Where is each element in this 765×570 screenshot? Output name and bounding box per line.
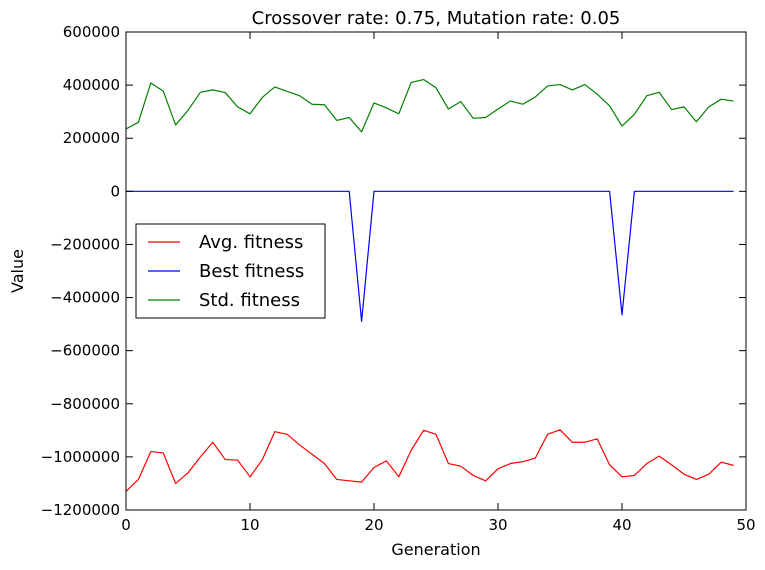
tick-labels: 0 10 20 30 40 50 −1200000 −1000000 −800000 −60000…: [41, 23, 756, 534]
series-line-best-fitness: [126, 190, 734, 323]
y-tick-label: 200000: [63, 129, 120, 147]
plot-area-frame: [125, 31, 747, 511]
series-lines: [125, 78, 734, 492]
x-tick-label: 0: [121, 516, 131, 534]
y-tick-label: 600000: [63, 23, 120, 41]
y-axis-label: Value: [8, 249, 27, 293]
y-tick-label: −200000: [50, 235, 120, 253]
legend-label: Best fitness: [199, 261, 304, 282]
x-tick-label: 20: [364, 516, 383, 534]
x-tick-label: 10: [240, 516, 259, 534]
x-tick-label: 30: [488, 516, 507, 534]
x-tick-label: 40: [612, 516, 631, 534]
chart-title: Crossover rate: 0.75, Mutation rate: 0.0…: [252, 8, 621, 29]
y-tick-label: 400000: [63, 76, 120, 94]
y-tick-label: −400000: [50, 289, 120, 307]
x-axis-label: Generation: [391, 540, 480, 559]
y-tick-label: −800000: [50, 395, 120, 413]
x-tick-label: 50: [736, 516, 755, 534]
legend-label: Avg. fitness: [199, 232, 303, 253]
legend-label: Std. fitness: [199, 290, 300, 311]
y-tick-label: −1200000: [41, 501, 120, 519]
y-tick-label: 0: [110, 182, 120, 200]
axis-ticks: [125, 31, 747, 511]
series-line-std-fitness: [125, 78, 734, 133]
y-tick-label: −1000000: [41, 448, 120, 466]
series-line-avg-fitness: [125, 429, 734, 492]
legend: Avg. fitness Best fitness Std. fitness: [135, 223, 326, 319]
y-tick-label: −600000: [50, 342, 120, 360]
